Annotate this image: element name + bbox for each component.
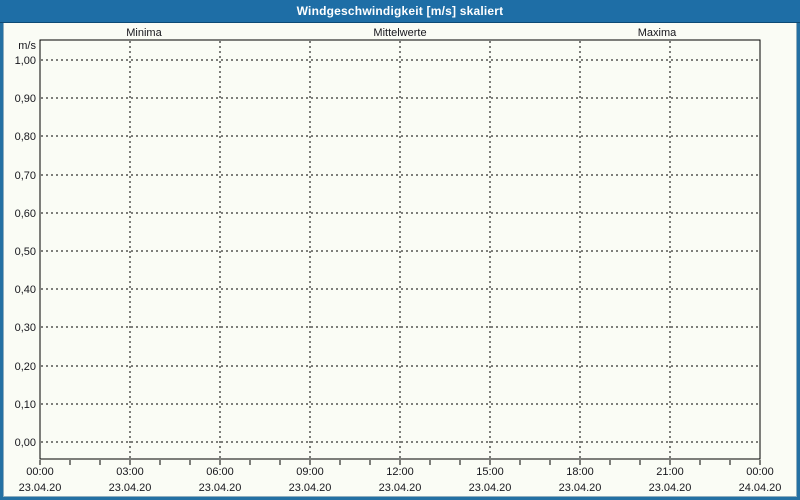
y-tick-label: 0,90 [15,93,36,105]
x-tick-date-label: 23.04.20 [559,482,602,494]
x-tick-time-label: 12:00 [386,466,414,478]
axis-ticks [39,460,761,465]
chart-background [3,3,797,497]
axis-labels: m/s 1,00 0,90 0,80 0,70 0,60 0,50 0,40 0,30 0,20 0… [15,40,782,494]
x-tick-time-label: 03:00 [116,466,144,478]
legend-maxima: Maxima [638,27,677,39]
x-tick-time-label: 18:00 [566,466,594,478]
x-tick-time-label: 09:00 [296,466,324,478]
plot-border [39,39,761,460]
y-tick-label: 0,80 [15,131,36,143]
y-tick-label: 0,00 [15,437,36,449]
legend-minima: Minima [126,27,162,39]
y-tick-label: 0,30 [15,322,36,334]
x-tick-time-label: 06:00 [206,466,234,478]
y-tick-label: 0,20 [15,361,36,373]
x-tick-time-label: 15:00 [476,466,504,478]
x-tick-date-label: 23.04.20 [19,482,62,494]
x-tick-date-label: 23.04.20 [109,482,152,494]
x-tick-date-label: 23.04.20 [289,482,332,494]
y-axis-unit-label: m/s [18,40,36,52]
chart-title: Windgeschwindigkeit [m/s] skaliert [296,4,504,18]
y-tick-label: 0,10 [15,399,36,411]
legend-mittelwerte: Mittelwerte [373,27,426,39]
y-tick-label: 0,50 [15,246,36,258]
x-tick-date-label: 23.04.20 [199,482,242,494]
y-tick-label: 1,00 [15,55,36,67]
x-tick-time-label: 00:00 [746,466,774,478]
x-tick-date-label: 23.04.20 [379,482,422,494]
x-tick-time-label: 00:00 [26,466,54,478]
x-tick-time-label: 21:00 [656,466,684,478]
y-tick-label: 0,70 [15,170,36,182]
x-tick-date-label: 24.04.20 [739,482,782,494]
title-bar: Windgeschwindigkeit [m/s] skaliert [0,0,800,23]
x-tick-date-label: 23.04.20 [649,482,692,494]
x-tick-date-label: 23.04.20 [469,482,512,494]
y-tick-label: 0,60 [15,208,36,220]
grid-lines [41,41,759,458]
y-tick-label: 0,40 [15,284,36,296]
